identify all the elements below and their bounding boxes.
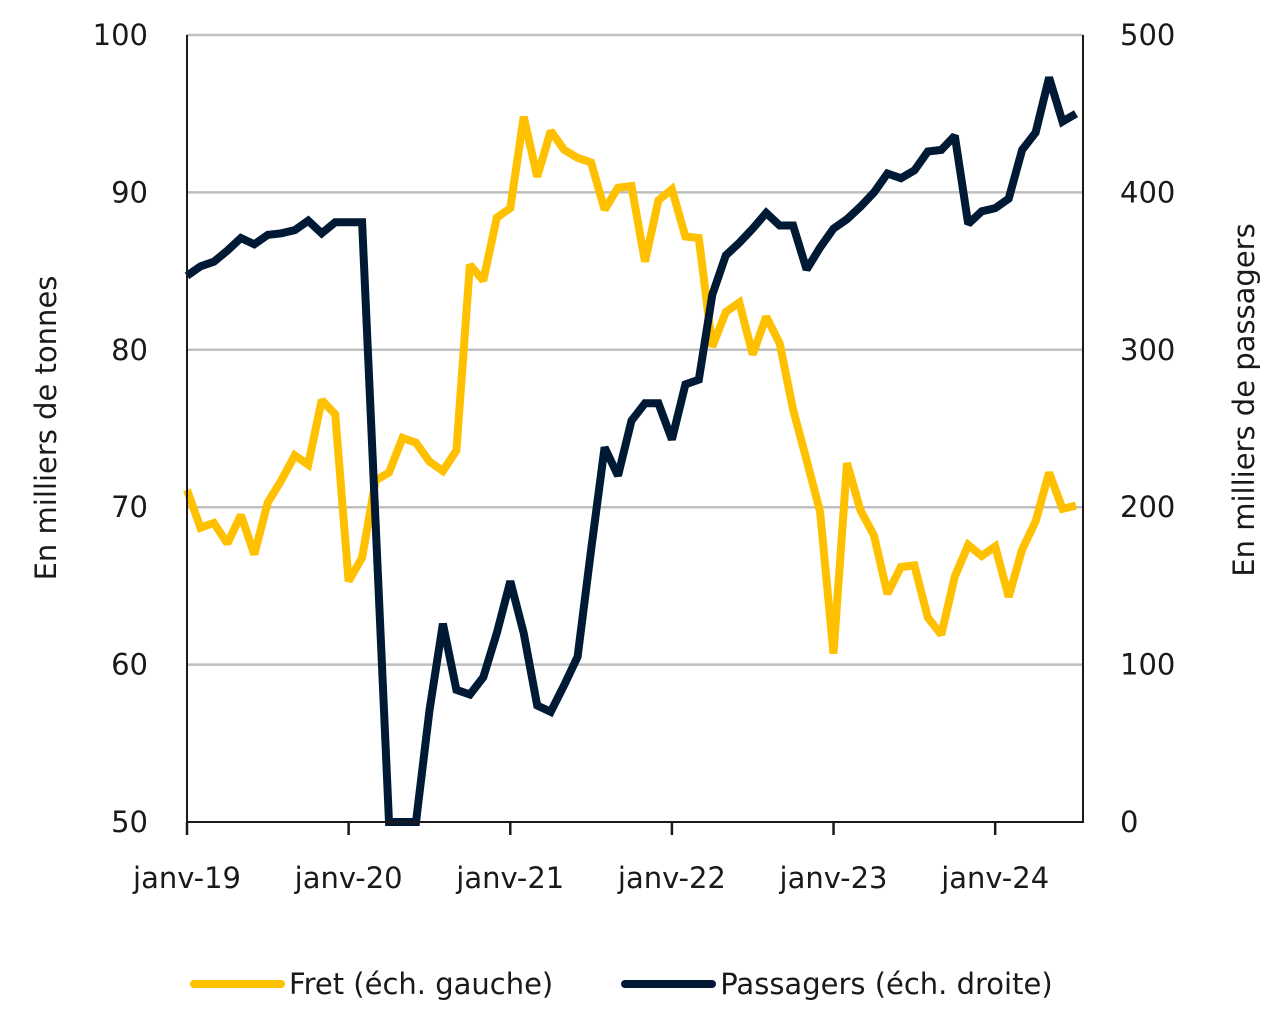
legend-swatch-passagers: [621, 980, 717, 988]
left-tick-label: 100: [93, 18, 148, 52]
right-tick-label: 500: [1120, 18, 1175, 52]
x-tick-label: janv-21: [455, 861, 564, 895]
right-axis-title: En milliers de passagers: [1227, 223, 1261, 576]
left-tick-label: 50: [111, 805, 148, 839]
right-tick-label: 300: [1120, 333, 1175, 367]
left-tick-label: 70: [111, 490, 148, 524]
legend-label-fret: Fret (éch. gauche): [289, 967, 554, 1001]
left-axis-title: En milliers de tonnes: [29, 276, 63, 581]
gridlines: [187, 33, 1083, 666]
left-tick-label: 90: [111, 175, 148, 209]
right-tick-label: 200: [1120, 490, 1175, 524]
legend-item-fret: Fret (éch. gauche): [190, 967, 553, 1001]
x-tick-label: janv-24: [940, 861, 1049, 895]
right-tick-label: 100: [1120, 648, 1175, 682]
x-axis-ticks: janv-19 janv-20 janv-21 janv-22 janv-23 janv-…: [132, 822, 1049, 895]
right-axis-ticks: 0 100 200 300 400 500: [1120, 18, 1175, 839]
x-tick-label: janv-22: [617, 861, 726, 895]
series-lines: [183, 76, 1079, 826]
left-axis-ticks: 50 60 70 80 90 100: [93, 18, 148, 839]
right-tick-label: 0: [1120, 805, 1138, 839]
legend-swatch-fret: [190, 980, 285, 988]
passagers-line: [184, 76, 1079, 826]
legend-item-passagers: Passagers (éch. droite): [621, 967, 1053, 1001]
left-tick-label: 80: [111, 333, 148, 367]
x-tick-label: janv-23: [779, 861, 888, 895]
x-tick-label: janv-19: [132, 861, 241, 895]
legend: Fret (éch. gauche) Passagers (éch. droit…: [190, 960, 1121, 1008]
right-tick-label: 400: [1120, 175, 1175, 209]
axes: [186, 35, 1084, 823]
legend-label-passagers: Passagers (éch. droite): [720, 967, 1053, 1001]
left-tick-label: 60: [111, 648, 148, 682]
x-tick-label: janv-20: [294, 861, 403, 895]
fret-line: [183, 115, 1077, 654]
